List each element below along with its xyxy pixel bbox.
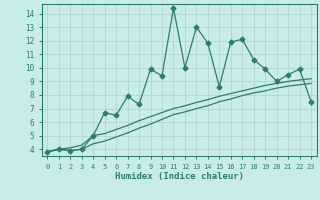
X-axis label: Humidex (Indice chaleur): Humidex (Indice chaleur) — [115, 172, 244, 181]
